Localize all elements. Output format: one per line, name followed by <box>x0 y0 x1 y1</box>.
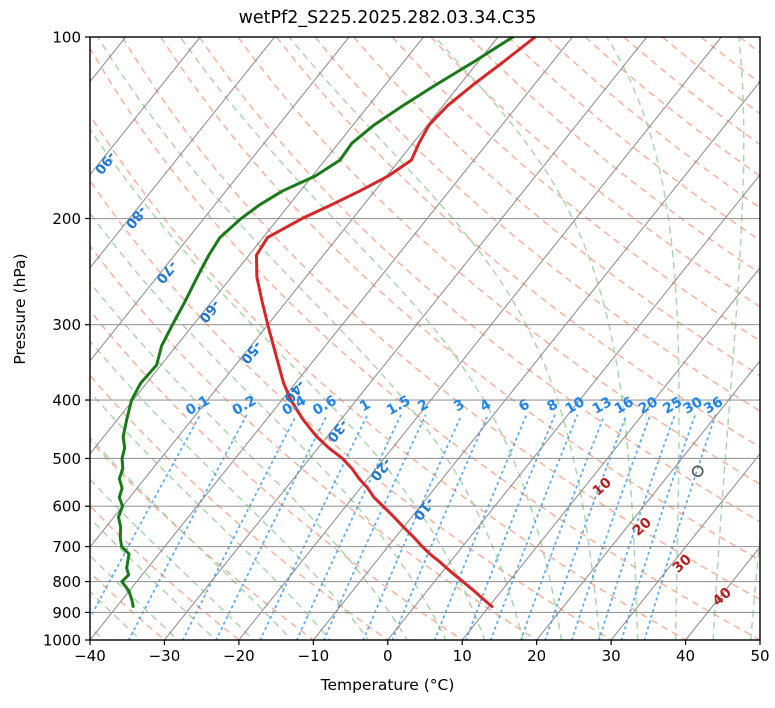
sounding-curves <box>116 37 537 609</box>
page-title: wetPf2_S225.2025.282.03.34.C35 <box>238 8 537 28</box>
y-tick-label: 100 <box>52 29 81 47</box>
y-tick-label: 700 <box>52 538 81 556</box>
x-tick-label: 0 <box>383 647 393 665</box>
x-axis-label: Temperature (°C) <box>320 676 455 694</box>
x-tick-label: 10 <box>453 647 472 665</box>
x-tick-label: 20 <box>527 647 546 665</box>
y-axis-ticks: 100 200 300 400 500 600 700 800 900 1000 <box>43 29 90 650</box>
y-axis-label: Pressure (hPa) <box>11 253 29 365</box>
x-tick-label: −40 <box>74 647 106 665</box>
marker-layer <box>691 465 704 478</box>
y-tick-label: 900 <box>52 604 81 622</box>
y-tick-label: 800 <box>52 573 81 591</box>
x-tick-label: −10 <box>298 647 330 665</box>
y-tick-label: 600 <box>52 498 81 516</box>
x-tick-label: −20 <box>223 647 255 665</box>
plot-border <box>89 36 761 641</box>
x-tick-label: 40 <box>676 647 695 665</box>
dry-adiabat-lines <box>90 37 760 640</box>
y-tick-label: 300 <box>52 316 81 334</box>
x-tick-label: 30 <box>602 647 621 665</box>
isotherm-lines <box>90 37 760 640</box>
isotherm-label: -100 <box>57 90 91 126</box>
x-tick-label: −30 <box>149 647 181 665</box>
x-tick-label: 50 <box>750 647 769 665</box>
y-tick-label: 200 <box>52 210 81 228</box>
y-tick-label: 1000 <box>43 632 81 650</box>
moist-adiabat-lines <box>90 37 760 640</box>
x-axis-ticks: −40 −30 −20 −10 0 10 20 30 40 50 <box>74 640 770 665</box>
mixing-ratio-lines <box>90 414 717 640</box>
y-tick-label: 400 <box>52 392 81 410</box>
y-tick-label: 500 <box>52 450 81 468</box>
isobar-lines <box>90 37 760 640</box>
